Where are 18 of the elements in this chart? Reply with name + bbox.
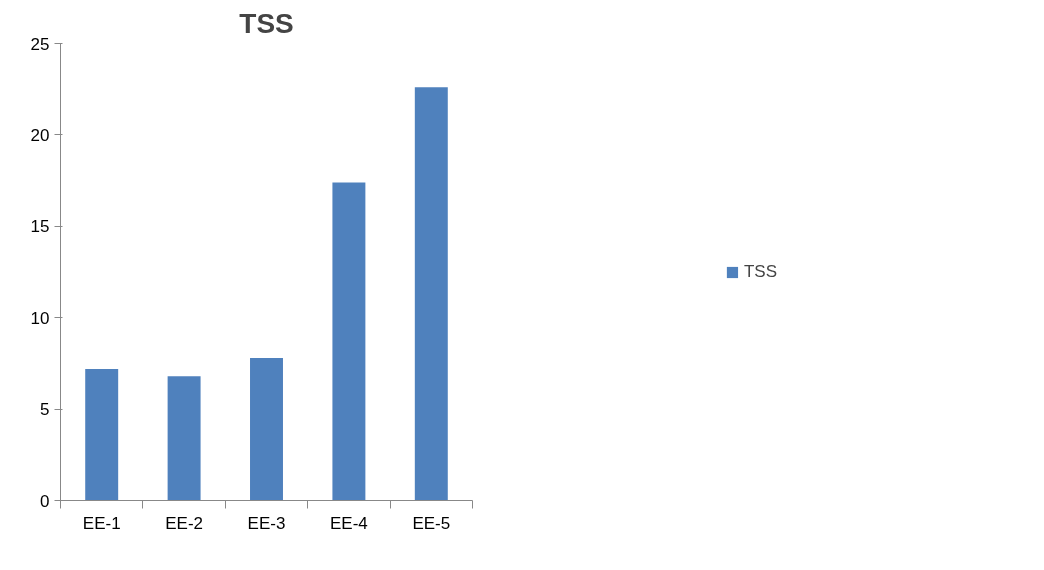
bar	[85, 368, 119, 501]
y-tick-label: 10	[30, 308, 50, 328]
legend-label: TSS	[743, 261, 778, 282]
bar	[250, 357, 283, 501]
bar	[332, 182, 366, 501]
y-tick-label: 25	[30, 34, 50, 54]
x-tick-label: EE-5	[412, 513, 451, 533]
bar	[167, 376, 201, 501]
y-tick-label: 0	[40, 491, 50, 511]
y-tick-label: 20	[30, 125, 50, 145]
x-tick-label: EE-4	[330, 513, 368, 533]
bar	[414, 87, 448, 501]
chart-title: TSS	[239, 7, 294, 39]
x-tick-label: EE-3	[247, 513, 286, 533]
x-tick-label: EE-1	[82, 513, 121, 533]
y-tick-label: 5	[40, 400, 50, 420]
x-tick-label: EE-2	[165, 513, 203, 533]
y-tick-label: 15	[30, 217, 50, 237]
